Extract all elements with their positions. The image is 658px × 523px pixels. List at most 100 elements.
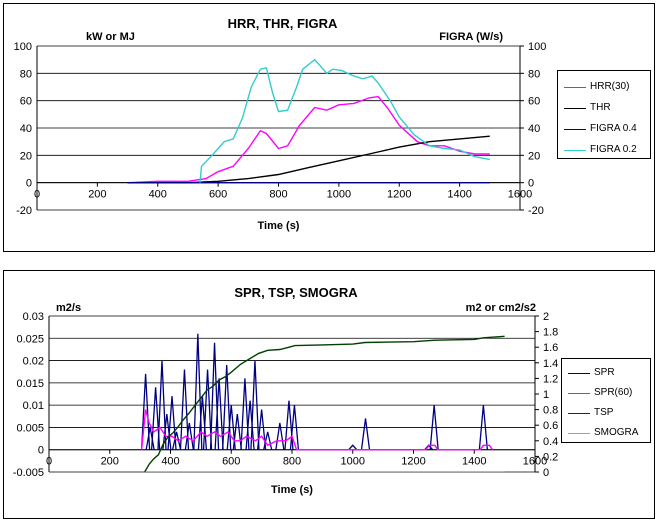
y-left-tick-label: 0.01 [23, 400, 44, 412]
x-tick-label: 1000 [327, 189, 351, 201]
legend-swatch [564, 108, 586, 109]
y-right-tick-label: 100 [528, 41, 546, 53]
y-right-tick-label: 0.4 [543, 436, 558, 448]
y-left-tick-label: 0.015 [16, 378, 44, 390]
series-figra-0-2-line [199, 58, 490, 183]
hrr-legend: HRR(30) THR FIGRA 0.4 FIGRA 0.2 [557, 70, 651, 159]
y-right-tick-label: 1.6 [543, 342, 558, 354]
series-spr-spike [179, 369, 190, 450]
legend-swatch [564, 150, 586, 151]
series-spr-spike [145, 427, 155, 450]
x-tick-label: 1400 [462, 456, 486, 468]
x-tick-label: 1200 [387, 189, 411, 201]
right-unit-label: FIGRA (W/s) [439, 31, 503, 43]
y-left-tick-label: 80 [20, 68, 32, 80]
y-right-tick-label: 1.8 [543, 327, 558, 339]
x-tick-label: 400 [149, 189, 167, 201]
x-tick-label: 600 [222, 456, 240, 468]
legend-item: FIGRA 0.4 [558, 123, 650, 137]
left-unit-label: kW or MJ [86, 31, 135, 43]
series-spr-spike [193, 333, 203, 450]
series-spr-spike [360, 418, 371, 450]
y-right-tick-label: 0 [543, 467, 549, 479]
series-spr-spike [429, 405, 439, 450]
legend-item: FIGRA 0.2 [558, 144, 650, 158]
legend-item: TSP [562, 407, 650, 421]
y-left-tick-label: 40 [20, 123, 32, 135]
series-spr-spike [214, 378, 224, 450]
y-right-tick-label: 20 [528, 150, 540, 162]
right-unit-label: m2 or cm2/s2 [466, 302, 536, 314]
y-left-tick-label: 0 [26, 178, 32, 190]
series-hrr-30-line [127, 95, 490, 184]
legend-label: FIGRA 0.4 [590, 123, 637, 134]
x-tick-label: 600 [209, 189, 227, 201]
legend-swatch [568, 393, 590, 394]
chart-title: SPR, TSP, SMOGRA [234, 285, 358, 300]
series-spr [140, 333, 489, 451]
legend-label: FIGRA 0.2 [590, 144, 637, 155]
x-tick-label: 1000 [341, 456, 365, 468]
chart-title: HRR, THR, FIGRA [228, 16, 338, 31]
hrr-chart-panel: HRR, THR, FIGRA kW or MJ FIGRA (W/s) -20 0 20… [3, 3, 655, 252]
x-tick-label: 200 [88, 189, 106, 201]
y-left-tick-label: -20 [16, 205, 32, 217]
y-left-tick-label: 0 [38, 445, 44, 457]
legend-item: SPR [562, 367, 650, 381]
legend-swatch [564, 87, 586, 88]
x-tick-label: 800 [269, 189, 287, 201]
x-tick-label: 0 [46, 456, 52, 468]
series-spr-spike [348, 444, 358, 451]
series-spr-spike [202, 369, 213, 450]
y-right-tick-label: 0.2 [543, 451, 558, 463]
x-tick-label: 0 [34, 189, 40, 201]
y-right-tick-label: 0.8 [543, 405, 558, 417]
y-right-tick-label: 1.2 [543, 373, 558, 385]
smoke-legend: SPR SPR(60) TSP SMOGRA [561, 358, 651, 443]
series-spr-spike [256, 409, 267, 450]
y-left-tick-label: 0.02 [23, 356, 44, 368]
y-right-tick-label: 40 [528, 123, 540, 135]
x-tick-label: 1200 [401, 456, 425, 468]
x-tick-label: 800 [283, 456, 301, 468]
x-tick-label: 1600 [523, 456, 547, 468]
series-spr-spike [478, 405, 489, 450]
y-left-tick-label: 0.025 [16, 333, 44, 345]
legend-swatch [568, 433, 590, 434]
y-right-tick-label: 0.6 [543, 420, 558, 432]
left-unit-label: m2/s [56, 302, 81, 314]
y-left-tick-label: 0.005 [16, 422, 44, 434]
series-spr-spike [275, 422, 285, 450]
series-spr-spike [232, 413, 242, 450]
series-spr-spike [226, 405, 236, 450]
series-spr-spike [157, 360, 167, 450]
smoke-chart-panel: SPR, TSP, SMOGRA m2/s m2 or cm2/s2 -0.005 0 0… [3, 270, 655, 519]
series-thr-line [127, 135, 490, 184]
legend-item: SPR(60) [562, 387, 650, 401]
x-axis-label: Time (s) [271, 484, 313, 496]
series-spr-spike [140, 373, 151, 450]
series-spr-spike [284, 400, 294, 450]
legend-item: SMOGRA [562, 427, 650, 441]
series-spr-spike [250, 360, 260, 450]
x-tick-label: 200 [101, 456, 119, 468]
x-tick-label: 1400 [447, 189, 471, 201]
legend-label: SMOGRA [594, 427, 639, 438]
y-right-tick-label: 0 [528, 178, 534, 190]
y-left-tick-label: -0.005 [13, 467, 44, 479]
y-left-tick-label: 0.03 [23, 311, 44, 323]
legend-item: HRR(30) [558, 81, 650, 95]
y-left-tick-label: 100 [14, 41, 32, 53]
y-left-tick-label: 60 [20, 96, 32, 108]
series-spr-spike [289, 405, 300, 450]
y-right-tick-label: 60 [528, 96, 540, 108]
legend-swatch [564, 129, 586, 130]
legend-label: TSP [594, 407, 614, 418]
y-left-tick-label: 20 [20, 150, 32, 162]
legend-label: THR [590, 102, 611, 113]
series-spr-spike [171, 431, 182, 450]
legend-swatch [568, 373, 590, 374]
y-right-tick-label: 1.4 [543, 358, 558, 370]
